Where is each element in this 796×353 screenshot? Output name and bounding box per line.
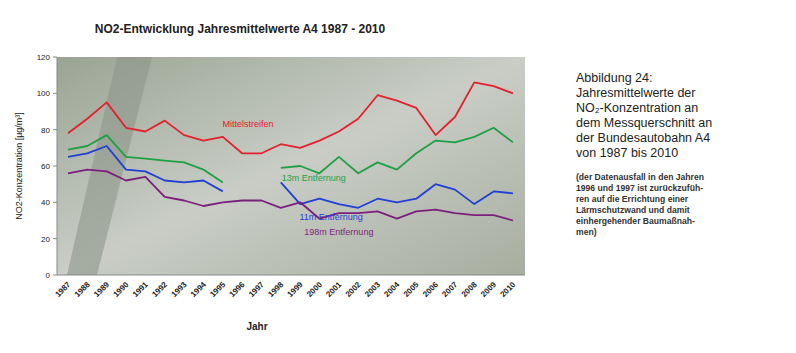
y-tick (53, 202, 57, 203)
x-tick-label: 2009 (479, 280, 498, 299)
line-series (68, 82, 513, 153)
x-tick-label: 1990 (112, 280, 131, 299)
y-tick (53, 275, 57, 276)
x-tick-label: 1993 (170, 280, 189, 299)
caption-heading: Jahresmittelwerte der (576, 86, 696, 100)
x-tick-label: 2010 (498, 280, 517, 299)
x-tick-label: 1988 (73, 280, 92, 299)
x-tick-label: 2005 (402, 280, 421, 299)
caption-note: men) (576, 227, 597, 237)
series-label: 11m Entfernung (299, 212, 362, 222)
x-tick-label: 2001 (324, 280, 343, 299)
x-tick-label: 2006 (421, 280, 440, 299)
y-tick-label: 80 (41, 126, 50, 135)
x-tick-label: 1987 (53, 280, 72, 299)
plot-background (57, 57, 525, 275)
caption-heading: von 1987 bis 2010 (576, 146, 678, 160)
x-tick-label: 1999 (286, 280, 305, 299)
y-tick-label: 0 (46, 271, 51, 280)
caption-note: Lärmschutzwand und damit (576, 205, 690, 215)
series-label: 13m Entfernung (282, 173, 346, 183)
x-tick-label: 1995 (208, 280, 227, 299)
series-label: 198m Entfernung (304, 227, 373, 237)
x-tick-label: 1991 (131, 280, 150, 299)
background-decor (67, 57, 152, 275)
y-tick (53, 57, 57, 58)
x-tick-label: 1997 (247, 280, 266, 299)
y-tick (53, 166, 57, 167)
x-tick-label: 1989 (92, 280, 111, 299)
x-tick-label: 2000 (305, 280, 324, 299)
caption-note: ren auf die Errichtung einer (576, 194, 689, 204)
line-series (68, 146, 513, 208)
x-tick-label: 2004 (382, 280, 401, 299)
y-tick (53, 129, 57, 130)
line-series (68, 128, 513, 183)
series-group (68, 82, 513, 220)
caption-heading: Abbildung 24: (576, 71, 652, 85)
y-tick-label: 40 (41, 198, 50, 207)
x-axis (57, 275, 525, 276)
y-axis-label: NO2-Konzentration [µg/m³] (14, 112, 24, 220)
caption-note: 1996 und 1997 ist zurückzufüh- (576, 183, 703, 193)
y-tick (53, 238, 57, 239)
x-tick-label: 1996 (228, 280, 247, 299)
caption-note: (der Datenausfall in den Jahren (576, 172, 704, 182)
x-tick-label: 1998 (266, 280, 285, 299)
y-tick-label: 60 (41, 162, 50, 171)
series-label: Mittelstreifen (222, 119, 273, 129)
x-tick-label: 2007 (440, 280, 459, 299)
x-tick-label: 2008 (460, 280, 479, 299)
x-tick-label: 2002 (344, 280, 363, 299)
x-axis-label: Jahr (246, 321, 267, 332)
x-tick-label: 2003 (363, 280, 382, 299)
y-tick-label: 20 (41, 235, 50, 244)
caption-heading: dem Messquerschnitt an (576, 116, 712, 130)
chart: NO2-Entwicklung Jahresmittelwerte A4 198… (0, 0, 796, 353)
y-tick-label: 120 (37, 53, 51, 62)
y-tick (53, 93, 57, 94)
caption-heading: der Bundesautobahn A4 (576, 131, 710, 145)
caption-heading: NO₂-Konzentration an (576, 101, 698, 115)
x-tick-label: 1992 (150, 280, 169, 299)
x-tick-label: 1994 (189, 280, 208, 299)
title: NO2-Entwicklung Jahresmittelwerte A4 198… (95, 22, 386, 36)
y-tick-label: 100 (37, 89, 51, 98)
line-series (68, 170, 513, 221)
caption-note: einhergehender Baumaßnah- (576, 216, 695, 226)
